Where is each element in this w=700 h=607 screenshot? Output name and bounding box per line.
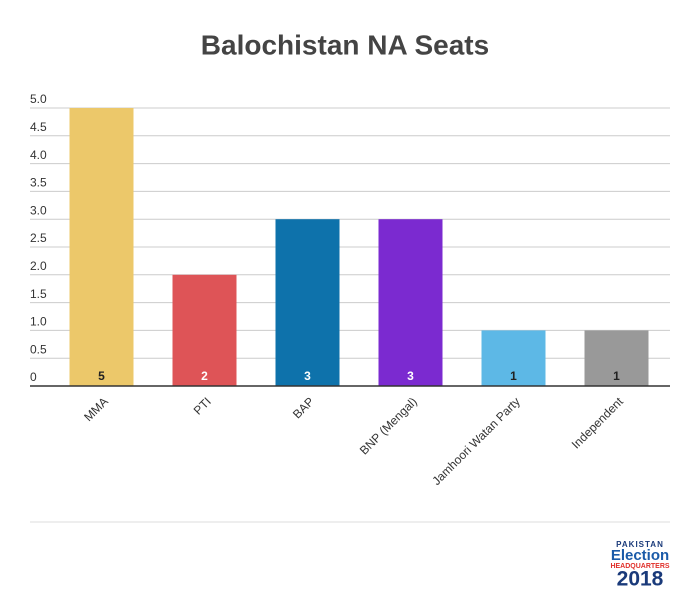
bar (378, 219, 443, 386)
y-tick-label: 5.0 (30, 92, 47, 106)
value-label: 1 (510, 369, 517, 383)
bar (172, 274, 237, 386)
y-tick-label: 4.5 (30, 120, 47, 134)
x-tick-label: Independent (569, 394, 627, 452)
value-label: 1 (613, 369, 620, 383)
chart-title: Balochistan NA Seats (201, 29, 489, 60)
y-tick-label: 0 (30, 370, 37, 384)
value-label: 3 (304, 369, 311, 383)
logo-year: 2018 (617, 568, 664, 591)
logo-word: Election (611, 547, 669, 564)
y-tick-label: 1.0 (30, 315, 47, 329)
y-tick-label: 2.5 (30, 231, 47, 245)
y-tick-label: 3.0 (30, 203, 47, 217)
logo: PAKISTAN Election HEADQUARTERS 2018 (610, 540, 669, 590)
value-label: 2 (201, 369, 208, 383)
x-tick-label: BAP (290, 394, 317, 421)
x-tick-label: Jamhoori Watan Party (429, 394, 523, 488)
x-tick-label: MMA (81, 394, 111, 424)
logo-country: PAKISTAN (616, 540, 664, 549)
x-tick-label: PTI (191, 394, 214, 417)
y-tick-label: 1.5 (30, 287, 47, 301)
x-tick-label: BNP (Mengal) (357, 394, 420, 457)
value-label: 5 (98, 369, 105, 383)
y-tick-label: 0.5 (30, 342, 47, 356)
value-label: 3 (407, 369, 414, 383)
logo-sub: HEADQUARTERS (610, 563, 669, 570)
bar (275, 219, 340, 386)
bar (69, 108, 134, 386)
y-tick-label: 2.0 (30, 259, 47, 273)
y-tick-label: 3.5 (30, 176, 47, 190)
bar (584, 330, 649, 386)
y-tick-label: 4.0 (30, 148, 47, 162)
bar (481, 330, 546, 386)
